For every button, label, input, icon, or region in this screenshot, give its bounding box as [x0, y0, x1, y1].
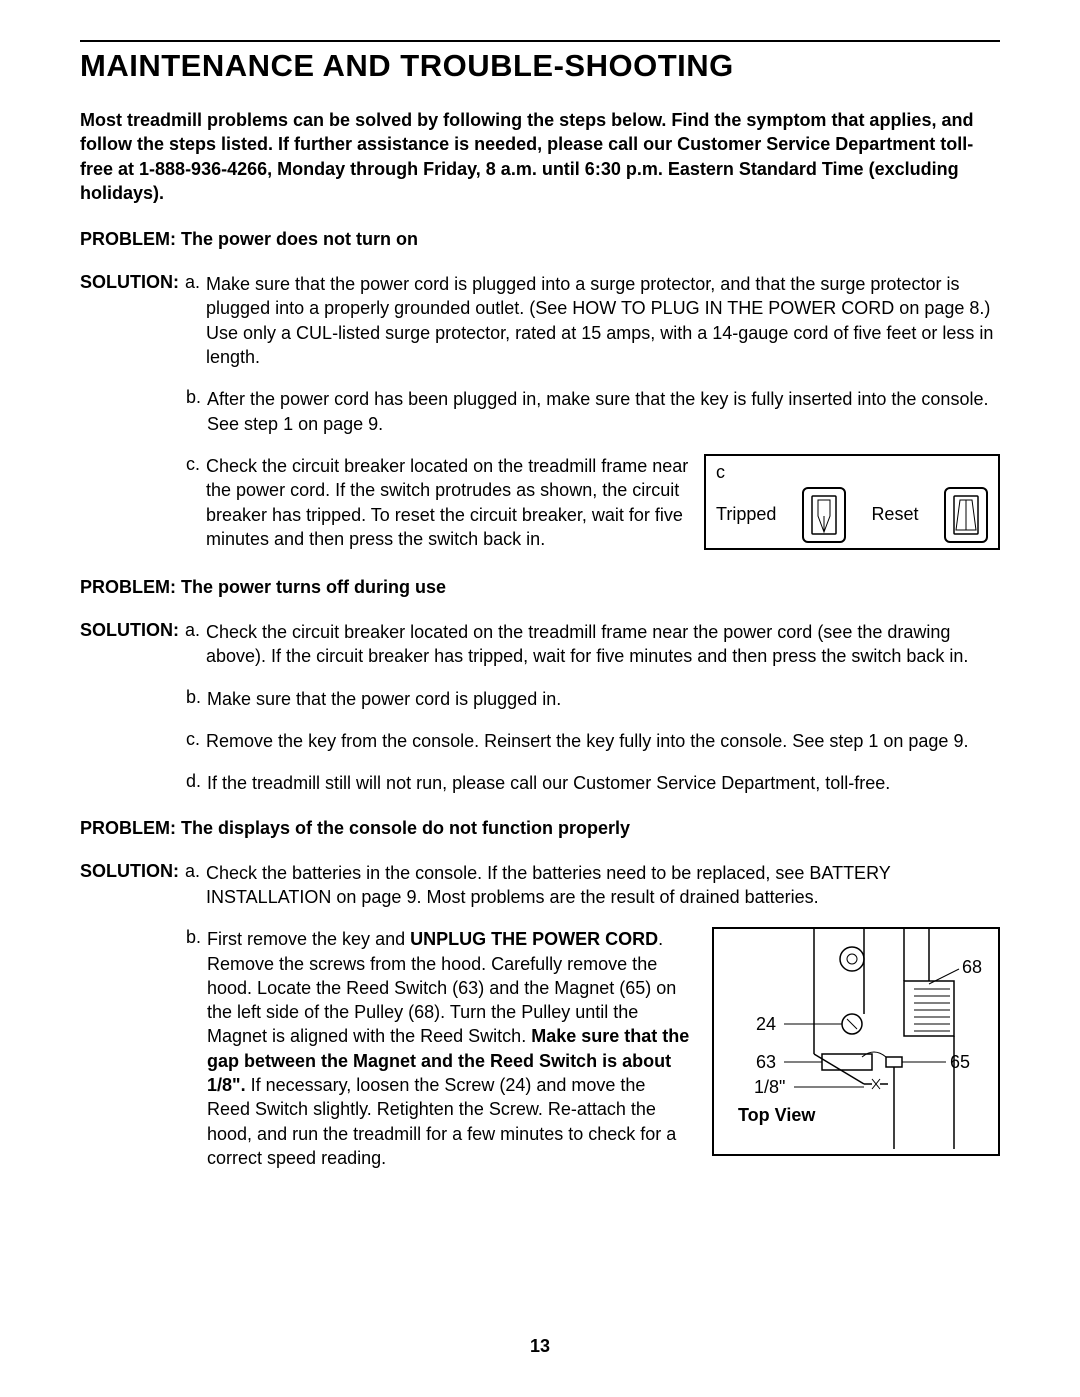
diagram-24-label: 24 — [756, 1014, 776, 1034]
solution-label: SOLUTION: — [80, 620, 179, 641]
solution-label: SOLUTION: — [80, 272, 179, 293]
page-title: MAINTENANCE AND TROUBLE-SHOOTING — [80, 48, 1000, 84]
solution-2b-text: Make sure that the power cord is plugged… — [207, 687, 1000, 711]
solution-1b-letter: b. — [186, 387, 201, 408]
solution-2d-letter: d. — [186, 771, 201, 792]
sol-3b-pre: First remove the key and — [207, 929, 410, 949]
breaker-reset-label: Reset — [871, 504, 918, 525]
sol-3b-post: If necessary, loosen the Screw (24) and … — [207, 1075, 676, 1168]
breaker-reset-icon — [944, 487, 988, 543]
problem-2-heading: PROBLEM: The power turns off during use — [80, 577, 1000, 598]
solution-1c-text: Check the circuit breaker located on the… — [206, 454, 692, 551]
solution-2a-row: SOLUTION: a. Check the circuit breaker l… — [80, 620, 1000, 669]
solution-2a-letter: a. — [185, 620, 200, 641]
breaker-c-label: c — [716, 462, 988, 483]
solution-2a-text: Check the circuit breaker located on the… — [206, 620, 1000, 669]
solution-3a-row: SOLUTION: a. Check the batteries in the … — [80, 861, 1000, 910]
sol-3b-bold1: UNPLUG THE POWER CORD — [410, 929, 658, 949]
solution-1b-text: After the power cord has been plugged in… — [207, 387, 1000, 436]
solution-3b-letter: b. — [186, 927, 201, 948]
solution-1a-row: SOLUTION: a. Make sure that the power co… — [80, 272, 1000, 369]
diagram-65-label: 65 — [950, 1052, 970, 1072]
page-number: 13 — [0, 1336, 1080, 1357]
reed-switch-diagram: 68 24 63 65 1/8" Top View — [712, 927, 1000, 1156]
solution-3b-text: First remove the key and UNPLUG THE POWE… — [207, 927, 692, 1170]
solution-3a-text: Check the batteries in the console. If t… — [206, 861, 1000, 910]
solution-3a-letter: a. — [185, 861, 200, 882]
solution-1c-row: c. Check the circuit breaker located on … — [80, 454, 1000, 551]
diagram-gap-label: 1/8" — [754, 1077, 785, 1097]
breaker-tripped-icon — [802, 487, 846, 543]
circuit-breaker-diagram: c Tripped Reset — [704, 454, 1000, 550]
top-rule — [80, 40, 1000, 42]
solution-label: SOLUTION: — [80, 861, 179, 882]
diagram-top-view-label: Top View — [738, 1105, 816, 1125]
solution-1c-letter: c. — [186, 454, 200, 475]
solution-2c-text: Remove the key from the console. Reinser… — [206, 729, 1000, 753]
diagram-63-label: 63 — [756, 1052, 776, 1072]
breaker-tripped-label: Tripped — [716, 504, 776, 525]
solution-2d-row: d. If the treadmill still will not run, … — [186, 771, 1000, 795]
solution-2c-row: c. Remove the key from the console. Rein… — [186, 729, 1000, 753]
solution-2d-text: If the treadmill still will not run, ple… — [207, 771, 1000, 795]
problem-1-heading: PROBLEM: The power does not turn on — [80, 229, 1000, 250]
solution-1a-text: Make sure that the power cord is plugged… — [206, 272, 1000, 369]
solution-2b-row: b. Make sure that the power cord is plug… — [186, 687, 1000, 711]
solution-3b-row: b. First remove the key and UNPLUG THE P… — [80, 927, 1000, 1170]
diagram-68-label: 68 — [962, 957, 982, 977]
problem-3-heading: PROBLEM: The displays of the console do … — [80, 818, 1000, 839]
intro-paragraph: Most treadmill problems can be solved by… — [80, 108, 1000, 205]
solution-1b-row: b. After the power cord has been plugged… — [186, 387, 1000, 436]
solution-2c-letter: c. — [186, 729, 200, 750]
solution-2b-letter: b. — [186, 687, 201, 708]
page: MAINTENANCE AND TROUBLE-SHOOTING Most tr… — [0, 0, 1080, 1397]
solution-1a-letter: a. — [185, 272, 200, 293]
